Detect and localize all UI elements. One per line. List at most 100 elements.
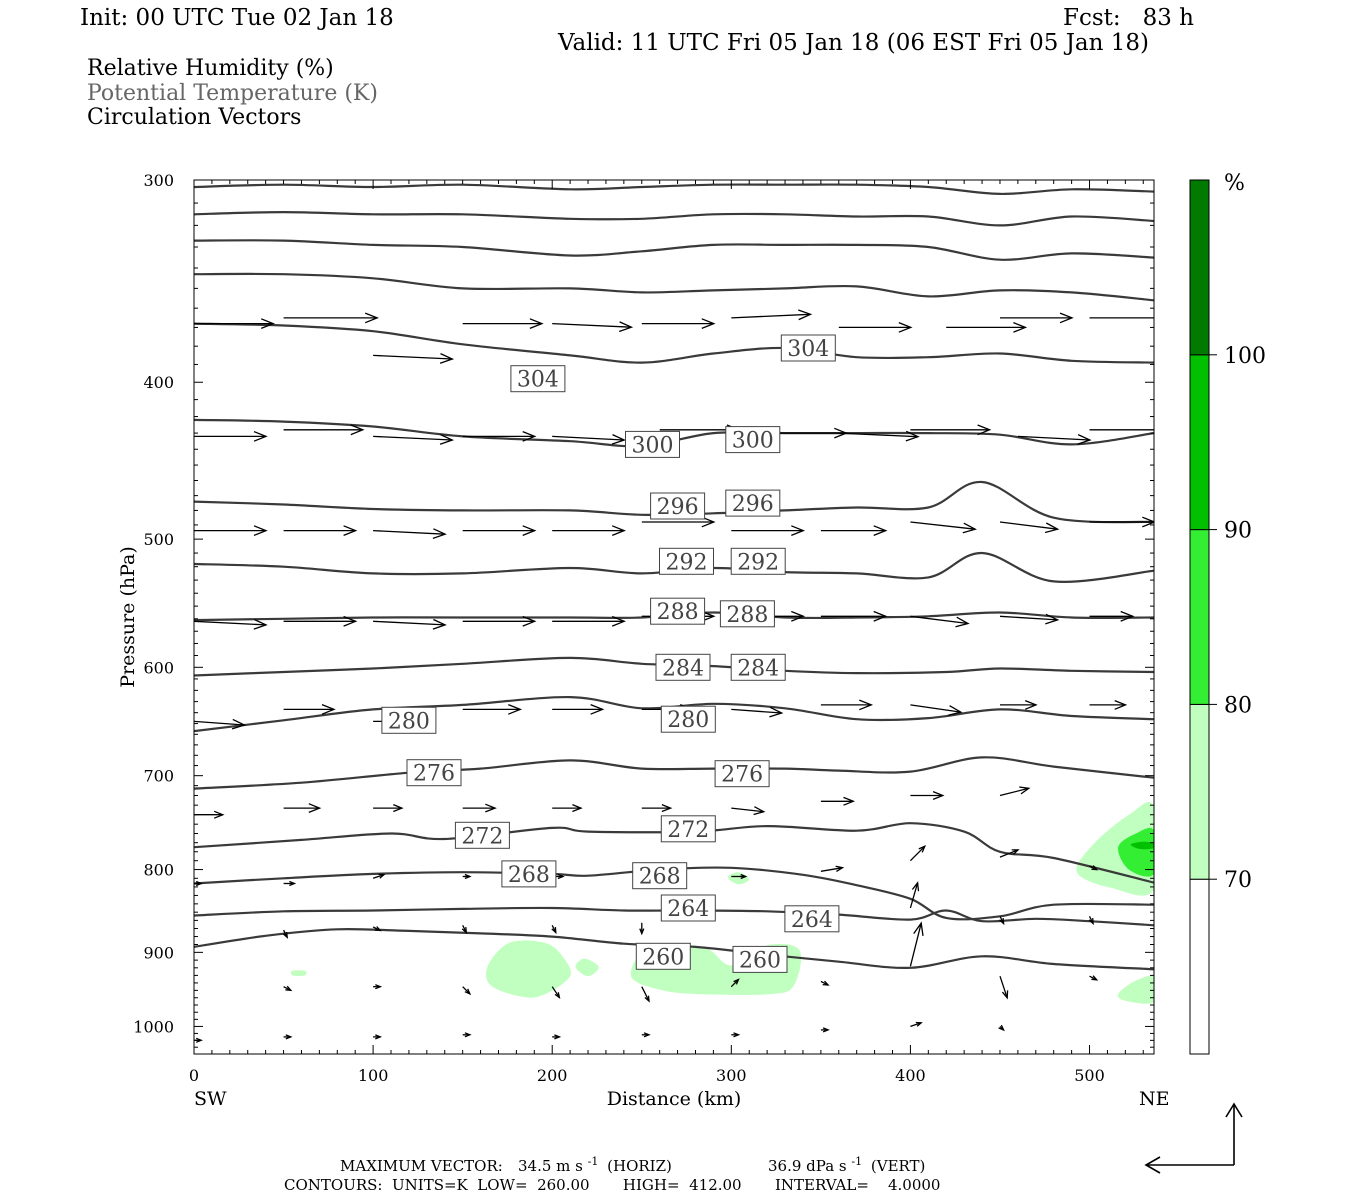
vector-shaft: [999, 849, 1019, 858]
rh-region-70: [290, 970, 307, 976]
circulation-vector: [551, 925, 557, 935]
contour-label-box: [650, 492, 706, 520]
theta-contour-264: [194, 906, 1154, 927]
circulation-vector: [641, 516, 716, 528]
vector-head: [195, 1037, 203, 1043]
contour-label-text: 276: [413, 762, 455, 787]
circulation-vector: [552, 803, 583, 813]
circulation-vector: [373, 984, 383, 990]
contour-label-text: 300: [732, 429, 774, 454]
circulation-vector: [462, 1032, 472, 1038]
contour-label: 292: [730, 547, 786, 575]
contour-label: 264: [660, 894, 716, 922]
vector-shaft: [373, 529, 446, 535]
contour-label: 260: [732, 945, 788, 973]
circulation-vector: [372, 873, 386, 879]
vector-shaft: [909, 845, 926, 862]
colorbar-level-label: 80: [1224, 693, 1252, 718]
circulation-vector: [910, 615, 970, 628]
vector-head: [590, 703, 605, 715]
vector-head: [554, 992, 561, 999]
contour-label-text: 296: [657, 495, 699, 520]
colorbar-segment: [1189, 354, 1210, 531]
contour-label: 288: [719, 600, 775, 628]
rh-region-70: [1117, 975, 1154, 1004]
contour-label-text: 288: [657, 600, 699, 625]
contour-label: 280: [660, 705, 716, 733]
max-vert-exponent: -1: [851, 1155, 862, 1168]
vector-head: [308, 803, 322, 814]
circulation-vector: [731, 873, 748, 880]
contour-label-text: 284: [737, 656, 779, 681]
vector-head: [375, 984, 383, 990]
circulation-vector: [462, 873, 472, 880]
contour-label: 280: [381, 706, 437, 734]
contour-label: 284: [730, 653, 786, 681]
contour-label: 272: [660, 815, 716, 843]
max-horiz-exponent: -1: [588, 1155, 599, 1168]
colorbar-level-label: 70: [1224, 868, 1252, 893]
contour-label-box: [719, 600, 775, 628]
vector-head: [364, 312, 379, 324]
circulation-vector: [194, 430, 268, 442]
vector-shaft: [731, 807, 764, 813]
y-tick-label: 300: [143, 171, 174, 190]
contour-label-box: [725, 426, 781, 454]
vector-shaft: [641, 986, 650, 1002]
y-tick-label: 600: [143, 658, 174, 677]
vector-head: [932, 790, 945, 801]
circulation-vector: [820, 699, 874, 711]
contour-label-text: 292: [737, 550, 779, 575]
y-tick-label: 1000: [133, 1017, 174, 1036]
contour-label-text: 276: [721, 763, 763, 788]
y-tick-label: 700: [143, 767, 174, 786]
contour-label: 288: [650, 597, 706, 625]
circulation-vector: [194, 810, 225, 819]
max-horiz-value: 34.5 m s: [518, 1157, 583, 1175]
contour-label-box: [635, 942, 691, 970]
circulation-vector: [551, 986, 561, 999]
contour-label-box: [732, 945, 788, 973]
x-tick-label: 300: [716, 1066, 747, 1085]
vector-head: [260, 318, 275, 330]
vector-head: [522, 525, 537, 537]
vector-head: [1001, 990, 1009, 1000]
contour-label-box: [780, 334, 836, 362]
vector-shaft: [551, 986, 560, 998]
legend-circulation-vectors: Circulation Vectors: [87, 105, 302, 130]
circulation-vector: [462, 703, 523, 715]
reference-vector-arrows: [1144, 1102, 1243, 1174]
rh-region-70: [575, 958, 599, 977]
vector-head: [253, 525, 268, 537]
vector-shaft: [910, 615, 969, 625]
circulation-vector: [462, 430, 537, 442]
vector-shaft: [999, 787, 1029, 797]
max-horiz-tag: (HORIZ): [607, 1157, 672, 1175]
circulation-vector: [552, 525, 626, 537]
contour-label-box: [501, 860, 557, 888]
vector-shaft: [552, 435, 625, 441]
vector-head: [998, 1024, 1005, 1032]
circulation-vector: [461, 925, 468, 935]
contour-label-text: 304: [517, 368, 559, 393]
vector-head: [282, 931, 288, 939]
circulation-vector: [820, 610, 888, 622]
vector-head: [350, 424, 365, 436]
vector-head: [374, 926, 382, 932]
colorbar-level-label: 90: [1224, 519, 1252, 544]
vector-head: [1088, 918, 1094, 926]
contour-label: 296: [650, 492, 706, 520]
circulation-vector: [1089, 699, 1128, 710]
contours-line: CONTOURS: UNITS=K LOW= 260.00 HIGH= 412.…: [284, 1176, 940, 1194]
vector-head: [843, 796, 856, 806]
contour-label-box: [381, 706, 437, 734]
vector-head: [253, 618, 268, 630]
contour-label: 304: [510, 365, 566, 393]
circulation-vector: [910, 1021, 923, 1028]
circulation-vector: [283, 312, 379, 324]
circulation-vector: [194, 718, 247, 730]
vector-head: [859, 699, 874, 711]
vector-shaft: [838, 432, 919, 438]
x-axis-label: Distance (km): [607, 1088, 742, 1110]
vector-head: [898, 321, 913, 333]
